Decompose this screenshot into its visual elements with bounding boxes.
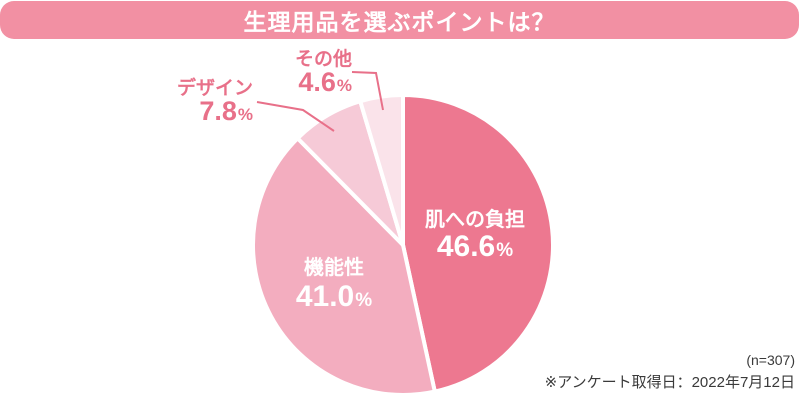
page-title: 生理用品を選ぶポイントは？ — [243, 9, 556, 35]
pie-slice-1 — [401, 93, 555, 394]
slice-label-4: その他 — [295, 47, 352, 70]
slice-value-3: 7.8% — [199, 96, 253, 126]
slice-label-2: 機能性 — [304, 255, 364, 279]
slice-label-1: 肌への負担 — [425, 207, 525, 231]
title-bar: 生理用品を選ぶポイントは？ — [0, 1, 799, 39]
survey-date-note: ※アンケート取得日：2022年7月12日 — [544, 374, 795, 391]
slice-value-4: 4.6% — [298, 67, 352, 97]
slice-value-2: 41.0% — [296, 280, 372, 313]
pie-slice-2 — [251, 136, 437, 397]
leader-line-3 — [256, 101, 335, 132]
slice-label-3: デザイン — [177, 76, 253, 99]
sample-size-note: (n=307) — [746, 352, 795, 368]
slice-value-1: 46.6% — [437, 230, 513, 263]
footnotes: (n=307) ※アンケート取得日：2022年7月12日 — [545, 352, 795, 392]
leader-line-4 — [351, 71, 384, 111]
